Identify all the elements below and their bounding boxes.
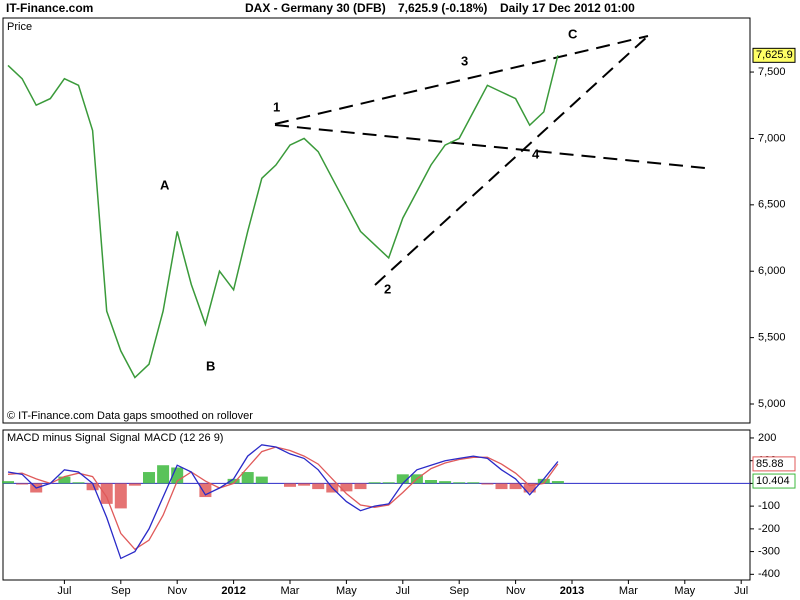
histogram-bar [114, 483, 127, 509]
wave-label: 1 [273, 99, 280, 114]
x-tick-label: May [336, 585, 357, 597]
y-tick-label: 200 [758, 432, 776, 444]
histogram-bar [16, 483, 29, 485]
histogram-bar [241, 472, 254, 484]
histogram-bar [439, 481, 452, 484]
histogram-bar [227, 478, 240, 484]
instrument: DAX - Germany 30 (DFB) [245, 1, 386, 15]
wave-label: A [160, 177, 170, 192]
x-tick-label: Sep [111, 585, 131, 597]
histogram-bar [523, 483, 536, 493]
histogram-bar [72, 482, 85, 484]
histogram-bar [481, 483, 494, 485]
histogram-bar [368, 482, 381, 484]
x-tick-label: 2012 [221, 585, 245, 597]
data-line [7, 55, 559, 379]
histogram-bar [467, 482, 480, 484]
histogram-bar [255, 476, 268, 484]
series-value-box [752, 473, 796, 489]
legend-entry: MACD (12 26 9) [144, 432, 223, 444]
quote: 7,625.9 (-0.18%) [398, 1, 487, 15]
histogram-bar [312, 483, 325, 490]
wave-label: 4 [532, 146, 540, 161]
histogram-bar [2, 481, 14, 484]
histogram-bar [340, 483, 353, 492]
y-tick-label: 6,000 [758, 265, 786, 277]
histogram-bar [509, 483, 522, 490]
histogram-bar [425, 480, 437, 484]
wave-label: 3 [461, 53, 468, 68]
panel-title: Price [7, 21, 32, 33]
x-tick-label: Jul [396, 585, 410, 597]
period: Daily 17 Dec 2012 01:00 [500, 1, 635, 15]
wave-label: B [206, 358, 215, 373]
data-line [7, 444, 559, 560]
trend-line [374, 35, 649, 286]
x-tick-label: 2013 [560, 585, 584, 597]
y-tick-label: 5,000 [758, 398, 786, 410]
histogram-bar [58, 476, 71, 484]
histogram-bar [396, 474, 409, 484]
histogram-bar [298, 483, 311, 486]
histogram-bar [143, 472, 155, 484]
series-value: 85.88 [756, 458, 784, 470]
data-line [7, 446, 559, 551]
legend-entry: Signal [109, 432, 140, 444]
histogram-bar [128, 483, 141, 486]
macd-panel [2, 429, 751, 581]
last-price-box [752, 47, 796, 63]
y-tick-label: 5,500 [758, 332, 786, 344]
site-name: IT-Finance.com [6, 1, 93, 15]
histogram-bar [354, 483, 367, 490]
footer: © IT-Finance.com Data gaps smoothed on r… [7, 410, 253, 422]
last-price: 7,625.9 [756, 49, 793, 61]
histogram-bar [86, 483, 99, 491]
histogram-bar [157, 465, 170, 484]
legend-entry: MACD minus Signal [7, 432, 105, 444]
x-tick-label: Sep [449, 585, 469, 597]
x-tick-label: Jul [57, 585, 71, 597]
histogram-bar [382, 482, 395, 484]
y-tick-label: 7,500 [758, 66, 786, 78]
x-tick-label: Nov [506, 585, 526, 597]
price-panel [2, 17, 751, 424]
y-tick-label: 6,500 [758, 199, 786, 211]
trend-line [274, 124, 706, 169]
trend-line [274, 35, 649, 125]
series-value: 10.404 [756, 475, 790, 487]
histogram-bar [495, 483, 508, 490]
y-tick-label: 7,000 [758, 132, 786, 144]
y-tick-label: -300 [758, 545, 780, 557]
x-tick-label: Mar [619, 585, 638, 597]
x-tick-label: Mar [281, 585, 300, 597]
histogram-bar [537, 478, 550, 484]
y-tick-label: -200 [758, 523, 780, 535]
histogram-bar [551, 481, 564, 484]
wave-label: 2 [384, 281, 391, 296]
x-tick-label: Nov [167, 585, 187, 597]
histogram-bar [100, 483, 113, 504]
wave-label: C [568, 26, 578, 41]
histogram-bar [284, 483, 296, 487]
series-value-box [752, 456, 796, 472]
x-tick-label: May [674, 585, 695, 597]
y-tick-label: -100 [758, 500, 780, 512]
x-tick-label: Jul [734, 585, 748, 597]
y-tick-label: -400 [758, 568, 780, 580]
histogram-bar [453, 482, 466, 484]
